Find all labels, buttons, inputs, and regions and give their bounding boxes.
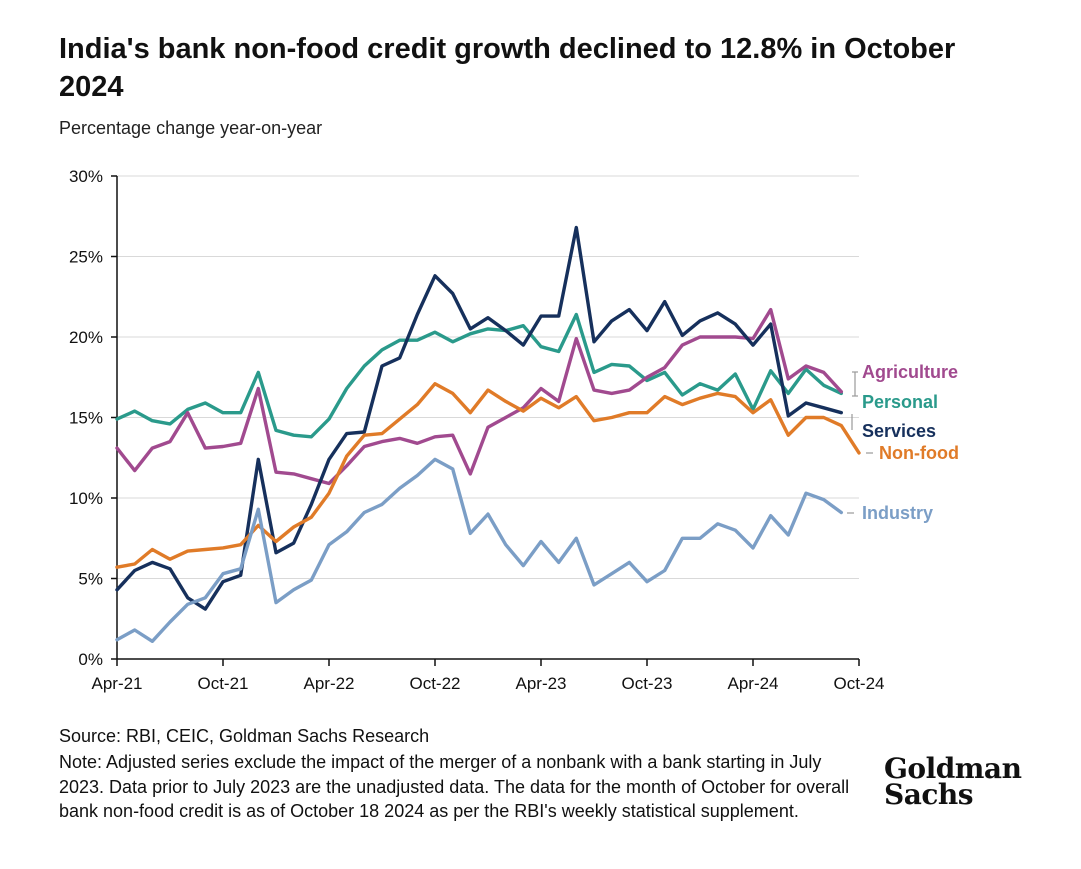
y-tick-label: 20% bbox=[69, 328, 103, 347]
y-tick-label: 10% bbox=[69, 489, 103, 508]
source-note: Source: RBI, CEIC, Goldman Sachs Researc… bbox=[59, 726, 430, 746]
y-tick-label: 0% bbox=[78, 650, 103, 669]
legend-label-services: Services bbox=[862, 421, 936, 441]
x-tick-label: Oct-24 bbox=[833, 674, 884, 693]
y-tick-label: 15% bbox=[69, 409, 103, 428]
series-line-agriculture bbox=[115, 307, 843, 486]
y-tick-label: 5% bbox=[78, 570, 103, 589]
logo-line-1: Goldman bbox=[884, 752, 1022, 785]
legend-label-industry: Industry bbox=[862, 503, 933, 523]
y-tick-label: 30% bbox=[69, 167, 103, 186]
x-tick-label: Oct-23 bbox=[621, 674, 672, 693]
series-line-services bbox=[115, 225, 843, 611]
series-line-personal bbox=[115, 312, 843, 439]
legend-label-non-food: Non-food bbox=[879, 443, 959, 463]
chart-title: India's bank non-food credit growth decl… bbox=[59, 33, 956, 103]
series-line-industry bbox=[115, 457, 843, 643]
series-line-non-food bbox=[115, 382, 861, 569]
footnote: Note: Adjusted series exclude the impact… bbox=[59, 752, 850, 821]
chart-subtitle: Percentage change year-on-year bbox=[59, 118, 323, 138]
x-tick-label: Apr-24 bbox=[727, 674, 778, 693]
y-tick-label: 25% bbox=[69, 248, 103, 267]
x-tick-label: Apr-22 bbox=[303, 674, 354, 693]
x-tick-label: Apr-23 bbox=[515, 674, 566, 693]
line-chart: 0% 5% 10% 15% 20% 25% 30% Apr-21 Oct-21 Apr-22 Oct… bbox=[69, 167, 959, 693]
legend-label-agriculture: Agriculture bbox=[862, 362, 958, 382]
x-tick-label: Apr-21 bbox=[91, 674, 142, 693]
logo-line-2: Sachs bbox=[884, 778, 974, 811]
x-tick-label: Oct-22 bbox=[409, 674, 460, 693]
goldman-sachs-logo: Goldman Sachs bbox=[884, 752, 1024, 811]
legend-label-personal: Personal bbox=[862, 392, 938, 412]
x-tick-label: Oct-21 bbox=[197, 674, 248, 693]
